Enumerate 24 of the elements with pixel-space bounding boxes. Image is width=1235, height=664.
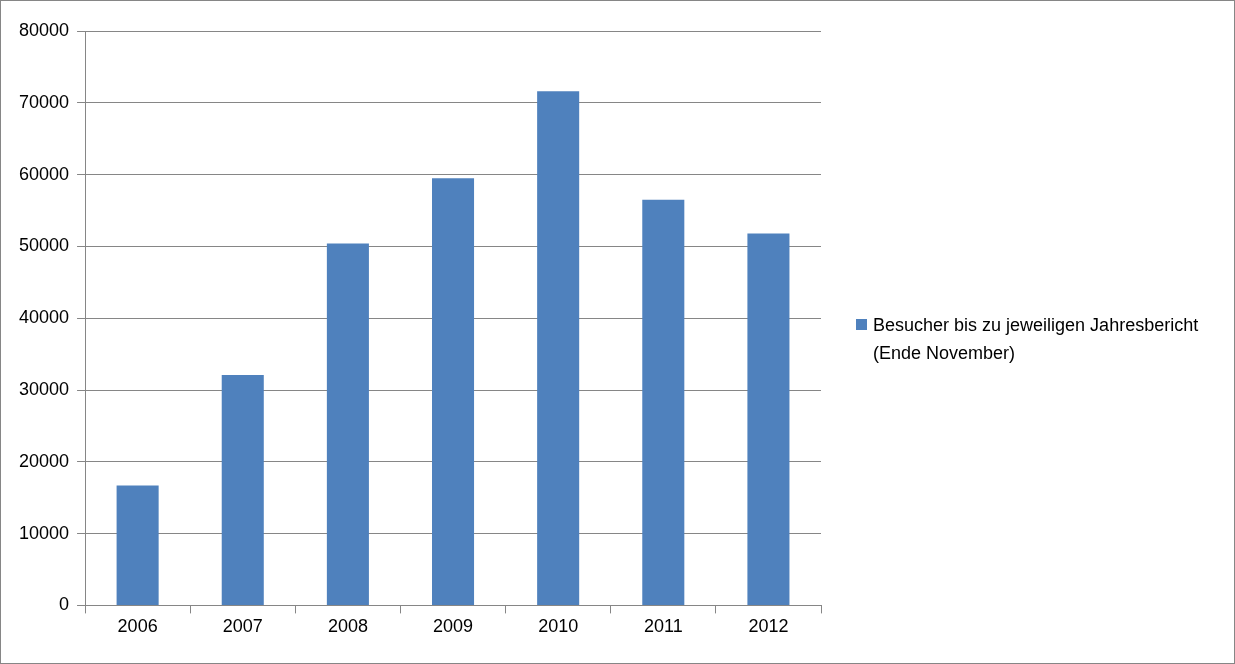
y-tick-label: 40000 [18,307,70,328]
x-tick-label: 2010 [538,616,579,637]
bar [747,233,790,605]
bar [432,178,475,605]
y-tick-label: 60000 [18,163,70,184]
x-tick-label: 2008 [327,616,368,637]
y-tick-label: 50000 [18,235,70,256]
y-tick-label: 20000 [18,450,70,471]
y-tick-label: 80000 [18,19,70,40]
bar [326,243,369,605]
bar [221,374,264,605]
y-tick-label: 10000 [18,522,70,543]
x-tick-label: 2012 [748,616,789,637]
y-tick-label: 0 [59,594,70,615]
bar [537,91,580,605]
y-tick-label: 30000 [18,378,70,399]
bar [116,485,159,605]
y-tick-label: 70000 [18,91,70,112]
bar [642,199,685,605]
legend-label: Besucher bis zu jeweiligen Jahresbericht (Ende November) [873,314,1200,365]
x-tick-label: 2007 [222,616,263,637]
x-tick-label: 2006 [117,616,158,637]
x-tick-label: 2011 [643,616,683,637]
x-tick-label: 2009 [433,616,474,637]
